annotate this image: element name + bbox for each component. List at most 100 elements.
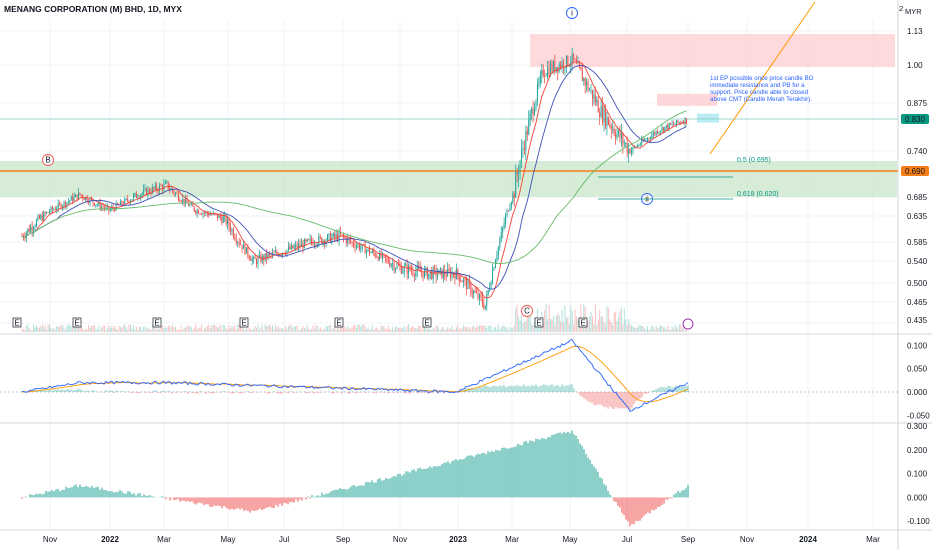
volume-bar	[447, 327, 448, 332]
oscillator-bar	[371, 480, 372, 497]
oscillator-bar	[411, 470, 412, 498]
macd-histogram-bar	[359, 392, 360, 393]
candle-body	[341, 234, 342, 235]
candle-body	[78, 193, 79, 200]
corner-label[interactable]: 2	[899, 4, 903, 13]
oscillator-bar	[305, 497, 306, 499]
macd-histogram-bar	[139, 392, 140, 393]
macd-histogram-bar	[399, 391, 400, 392]
oscillator-bar	[671, 497, 672, 498]
oscillator-bar	[205, 497, 206, 504]
volume-bar	[269, 324, 270, 332]
oscillator-bar	[367, 482, 368, 497]
hist-axis-label: 0.300	[907, 422, 928, 431]
candle-body	[307, 239, 308, 241]
candle-body	[449, 269, 450, 271]
volume-bar	[444, 330, 445, 332]
candle-body	[39, 216, 40, 219]
oscillator-bar	[37, 494, 38, 497]
volume-bar	[108, 326, 109, 332]
macd-histogram-bar	[251, 392, 252, 393]
oscillator-bar	[39, 493, 40, 497]
currency-label[interactable]: MYR	[905, 7, 922, 16]
candle-body	[237, 242, 238, 243]
oscillator-bar	[137, 494, 138, 498]
volume-bar	[518, 317, 519, 332]
candle-body	[585, 78, 586, 85]
oscillator-bar	[427, 468, 428, 498]
volume-bar	[504, 326, 505, 332]
candle-body	[608, 117, 609, 125]
candle-body	[534, 109, 535, 115]
oscillator-bar	[191, 497, 192, 501]
volume-bar	[90, 328, 91, 332]
macd-histogram-bar	[505, 387, 506, 392]
candle-body	[321, 238, 322, 244]
oscillator-bar	[105, 490, 106, 497]
candle-body	[204, 213, 205, 214]
candle-body	[437, 274, 438, 276]
volume-bar	[168, 326, 169, 332]
oscillator-bar	[183, 497, 184, 500]
volume-bar	[320, 327, 321, 332]
volume-bar	[82, 329, 83, 332]
candle-body	[246, 247, 247, 253]
candle-body	[663, 127, 664, 131]
macd-histogram-bar	[169, 391, 170, 392]
volume-bar	[375, 328, 376, 332]
volume-bar	[509, 327, 510, 332]
candle-body	[614, 129, 615, 134]
candle-body	[46, 212, 47, 213]
oscillator-bar	[481, 453, 482, 498]
volume-bar	[146, 329, 147, 332]
volume-bar	[522, 323, 523, 332]
oscillator-bar	[53, 491, 54, 497]
macd-histogram-bar	[627, 392, 628, 409]
oscillator-bar	[193, 497, 194, 503]
volume-bar	[449, 329, 450, 332]
volume-bar	[336, 330, 337, 332]
volume-bar	[299, 330, 300, 332]
macd-histogram-bar	[151, 392, 152, 393]
volume-bar	[670, 330, 671, 332]
volume-bar	[56, 326, 57, 332]
candle-body	[493, 268, 494, 270]
macd-histogram-bar	[559, 387, 560, 392]
macd-histogram-bar	[555, 386, 556, 392]
oscillator-bar	[249, 497, 250, 512]
macd-histogram-bar	[593, 392, 594, 405]
oscillator-bar	[171, 497, 172, 498]
volume-bar	[105, 330, 106, 332]
volume-bar	[346, 329, 347, 332]
volume-bar	[456, 327, 457, 332]
oscillator-bar	[357, 486, 358, 497]
candle-body	[291, 245, 292, 249]
volume-bar	[181, 325, 182, 332]
volume-bar	[420, 326, 421, 332]
macd-histogram-bar	[77, 389, 78, 392]
macd-histogram-bar	[65, 390, 66, 392]
oscillator-bar	[381, 481, 382, 498]
candle-body	[460, 281, 461, 282]
oscillator-bar	[583, 449, 584, 497]
resistance-zone	[530, 34, 895, 67]
candle-body	[192, 204, 193, 207]
oscillator-bar	[675, 493, 676, 497]
candle-body	[195, 211, 196, 213]
oscillator-bar	[489, 452, 490, 497]
candle-body	[546, 76, 547, 77]
candle-body	[229, 219, 230, 226]
candle-body	[211, 214, 212, 215]
oscillator-bar	[49, 491, 50, 497]
candle-body	[595, 95, 596, 102]
volume-bar	[52, 329, 53, 332]
oscillator-bar	[263, 497, 264, 509]
candle-body	[411, 270, 412, 271]
candle-body	[103, 207, 104, 208]
macd-histogram-bar	[525, 387, 526, 392]
candle-body	[49, 212, 50, 213]
candle-body	[450, 271, 451, 278]
price-axis-label: 0.435	[907, 316, 928, 325]
